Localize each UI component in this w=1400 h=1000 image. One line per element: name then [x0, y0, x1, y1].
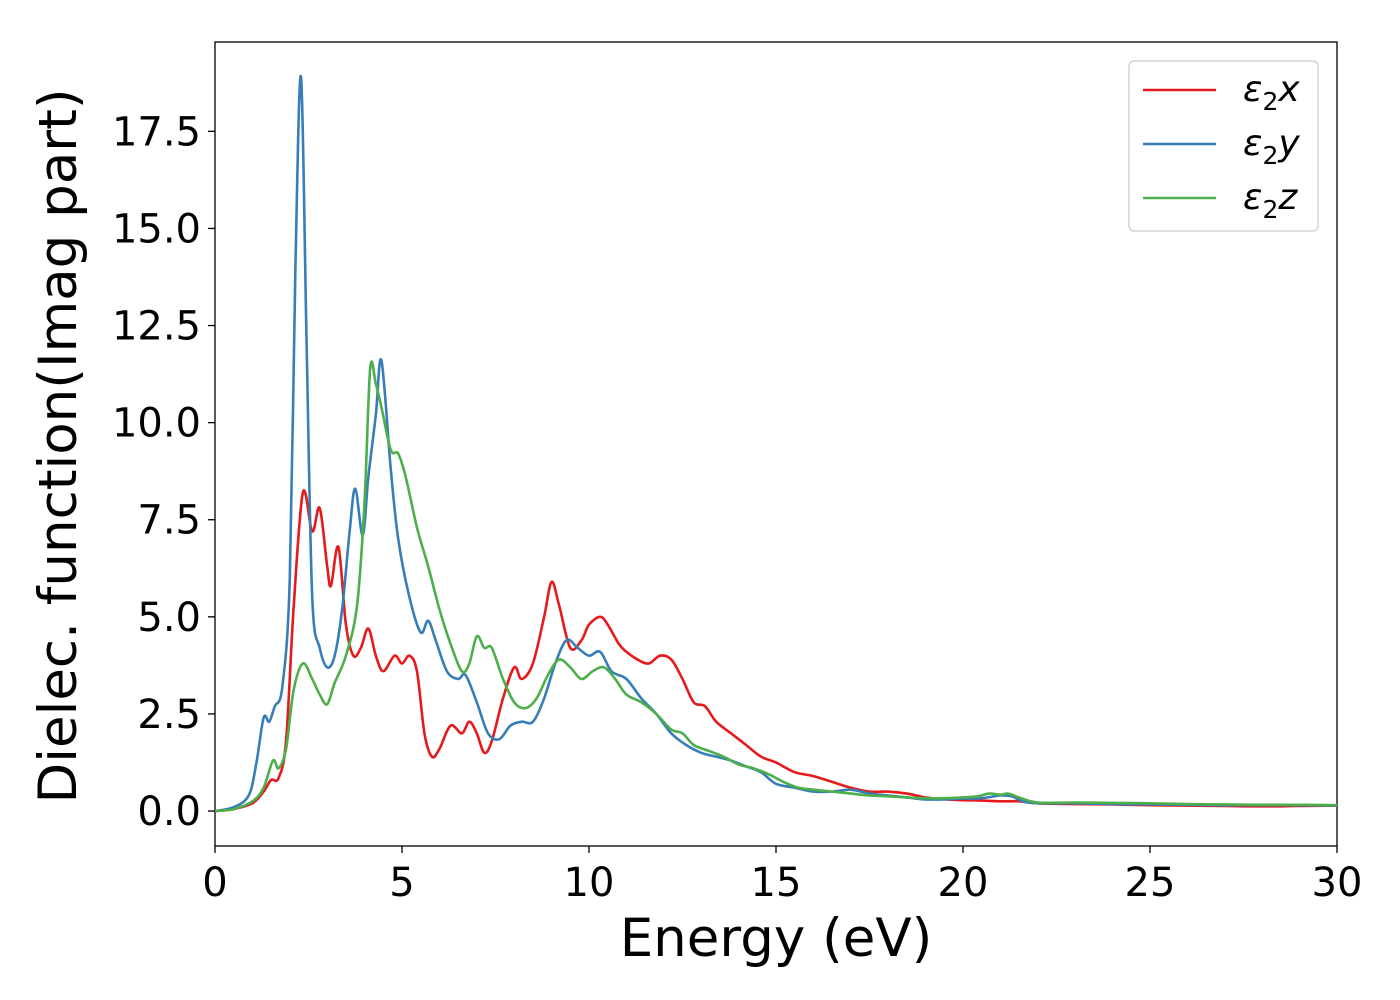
legend-label-base: ε [1243, 69, 1262, 110]
x-tick-label: 5 [389, 860, 414, 906]
y-tick-label: 17.5 [112, 109, 201, 155]
legend-label-subscript: 2 [1262, 141, 1278, 170]
legend-label-subscript: 2 [1262, 195, 1278, 224]
series-layer [215, 74, 1337, 813]
y-axis: 0.0 2.5 5.0 7.5 10.0 12.5 15.0 17.5 [112, 109, 215, 835]
x-axis: 0 5 10 15 20 25 30 [202, 846, 1362, 906]
legend-label-y: ε2y [1243, 123, 1300, 170]
legend-label-variable: x [1277, 69, 1300, 110]
legend-frame [1128, 60, 1319, 232]
y-tick-label: 10.0 [112, 401, 201, 447]
legend-label-variable: z [1277, 177, 1298, 218]
y-tick-label: 0.0 [137, 789, 201, 835]
series-line-z [215, 360, 1337, 813]
legend-label-x: ε2x [1243, 69, 1300, 116]
legend-label-variable: y [1277, 123, 1300, 164]
y-tick-label: 12.5 [112, 304, 201, 350]
legend-label-base: ε [1243, 123, 1262, 164]
x-axis-label: Energy (eV) [620, 908, 933, 969]
x-tick-label: 15 [751, 860, 802, 906]
y-tick-label: 2.5 [137, 692, 201, 738]
x-tick-label: 0 [202, 860, 227, 906]
x-tick-label: 10 [564, 860, 615, 906]
y-tick-label: 15.0 [112, 206, 201, 252]
legend-label-subscript: 2 [1262, 87, 1278, 116]
x-tick-label: 30 [1312, 860, 1363, 906]
y-tick-label: 5.0 [137, 595, 201, 641]
y-tick-label: 7.5 [137, 498, 201, 544]
legend-label-base: ε [1243, 177, 1262, 218]
x-tick-label: 25 [1125, 860, 1176, 906]
legend-label-z: ε2z [1243, 177, 1298, 224]
y-axis-label: Dielec. function(Imag part) [28, 88, 89, 803]
x-tick-label: 20 [938, 860, 989, 906]
